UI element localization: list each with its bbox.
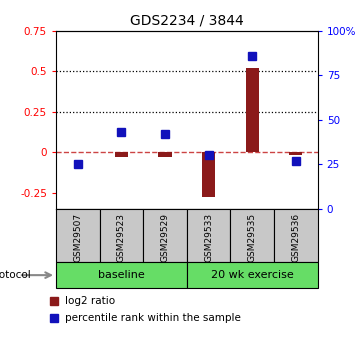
Bar [143, 209, 187, 262]
Text: baseline: baseline [98, 270, 145, 280]
Bar [158, 152, 171, 157]
Text: GSM29533: GSM29533 [204, 213, 213, 262]
Bar [187, 262, 318, 288]
Text: GSM29507: GSM29507 [73, 213, 82, 262]
Bar [230, 209, 274, 262]
Text: GSM29529: GSM29529 [161, 213, 170, 262]
Text: log2 ratio: log2 ratio [65, 296, 115, 306]
Bar [246, 68, 259, 152]
Bar [56, 209, 100, 262]
Title: GDS2234 / 3844: GDS2234 / 3844 [130, 13, 244, 27]
Bar [56, 262, 187, 288]
Text: GSM29523: GSM29523 [117, 213, 126, 262]
Text: 20 wk exercise: 20 wk exercise [211, 270, 293, 280]
Bar [100, 209, 143, 262]
Text: percentile rank within the sample: percentile rank within the sample [65, 314, 241, 323]
Bar [274, 209, 318, 262]
Bar [115, 152, 128, 157]
Text: protocol: protocol [0, 270, 31, 280]
Text: GSM29536: GSM29536 [291, 213, 300, 262]
Bar [289, 152, 303, 155]
Bar [202, 152, 215, 197]
Bar [187, 209, 230, 262]
Text: GSM29535: GSM29535 [248, 213, 257, 262]
